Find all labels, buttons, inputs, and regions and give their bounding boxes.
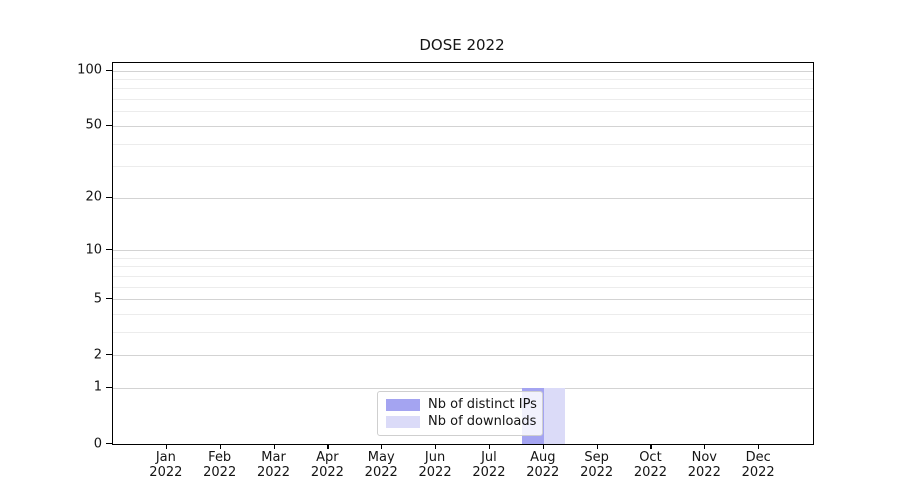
x-tick-label: Jul 2022 — [472, 450, 505, 480]
y-gridline-major — [113, 299, 813, 301]
y-gridline-major — [113, 70, 813, 72]
legend-row-distinct-ips: Nb of distinct IPs — [386, 397, 537, 413]
x-tick-year: 2022 — [526, 465, 560, 480]
y-gridline-minor — [113, 166, 813, 168]
x-axis-ticks — [112, 444, 812, 450]
x-tick-mark — [596, 444, 598, 449]
x-tick-label: Sep 2022 — [580, 450, 613, 480]
x-tick-month: Oct — [639, 450, 662, 465]
x-tick-year: 2022 — [310, 465, 344, 480]
y-axis-labels: 100 50 20 10 5 2 1 0 — [0, 62, 102, 451]
y-gridline-major — [113, 125, 813, 127]
y-axis-ticks — [106, 62, 113, 445]
x-tick-month: Aug — [530, 450, 556, 465]
y-gridline-major — [113, 355, 813, 357]
x-tick-label: Oct 2022 — [634, 450, 667, 480]
y-gridline-major — [113, 197, 813, 199]
x-tick-year: 2022 — [580, 465, 614, 480]
x-tick-mark — [165, 444, 168, 449]
x-tick-year: 2022 — [633, 465, 667, 480]
y-gridline-minor — [113, 257, 813, 259]
y-tick-label: 1 — [93, 379, 102, 395]
y-gridline-minor — [113, 88, 813, 90]
x-tick-label: Apr 2022 — [311, 450, 344, 480]
bar-nb-of-downloads-aug — [543, 387, 566, 444]
x-tick-label: Mar 2022 — [257, 450, 290, 480]
x-tick-year: 2022 — [418, 465, 452, 480]
x-tick-month: Jun — [424, 450, 446, 465]
x-tick-mark — [435, 444, 437, 449]
x-tick-year: 2022 — [472, 465, 506, 480]
x-tick-mark — [488, 444, 491, 449]
x-tick-label: Nov 2022 — [688, 450, 721, 480]
x-tick-mark — [704, 444, 706, 449]
x-tick-month: Apr — [316, 450, 339, 465]
x-tick-mark — [381, 444, 383, 449]
x-tick-mark — [327, 444, 329, 449]
x-tick-mark — [758, 444, 760, 449]
x-axis-labels: Jan 2022 Feb 2022 Mar 2022 Apr 2022 May 2022 Jun 20… — [112, 450, 812, 484]
y-tick-label: 50 — [85, 117, 102, 133]
y-gridline-minor — [113, 331, 813, 333]
x-tick-month: Feb — [208, 450, 232, 465]
x-tick-mark — [650, 444, 652, 449]
x-tick-year: 2022 — [149, 465, 183, 480]
x-tick-year: 2022 — [741, 465, 775, 480]
x-tick-year: 2022 — [256, 465, 291, 480]
x-tick-label: Feb 2022 — [203, 450, 236, 480]
x-tick-month: Jul — [481, 450, 497, 465]
y-tick-label: 2 — [93, 347, 102, 363]
x-tick-month: Mar — [261, 450, 286, 465]
y-tick-mark — [106, 69, 113, 71]
y-gridline-minor — [113, 143, 813, 145]
y-gridline-major — [113, 250, 813, 251]
x-tick-month: Jan — [155, 450, 176, 465]
legend: Nb of distinct IPs Nb of downloads — [377, 391, 543, 436]
y-gridline-minor — [113, 275, 813, 277]
y-tick-label: 10 — [85, 242, 102, 257]
y-tick-mark — [106, 249, 113, 251]
x-tick-month: Sep — [584, 450, 609, 465]
y-tick-label: 100 — [77, 62, 102, 78]
x-tick-mark — [219, 444, 221, 449]
y-tick-mark — [106, 443, 113, 445]
y-tick-mark — [106, 124, 113, 127]
x-tick-label: Aug 2022 — [526, 450, 559, 480]
y-gridline-major — [113, 387, 813, 389]
y-tick-mark — [106, 386, 113, 389]
legend-swatch-downloads — [386, 416, 420, 428]
chart-title: DOSE 2022 — [419, 36, 505, 54]
x-tick-label: Dec 2022 — [742, 450, 775, 480]
y-tick-label: 5 — [93, 291, 102, 307]
y-gridline-minor — [113, 111, 813, 113]
x-tick-label: May 2022 — [365, 450, 398, 480]
x-tick-year: 2022 — [364, 465, 398, 480]
legend-label-downloads: Nb of downloads — [428, 414, 537, 429]
y-gridline-minor — [113, 266, 813, 268]
y-tick-label: 20 — [85, 189, 102, 205]
x-tick-year: 2022 — [203, 465, 237, 480]
y-tick-label: 0 — [93, 436, 102, 451]
x-tick-mark — [273, 444, 275, 449]
x-tick-month: May — [367, 450, 395, 465]
x-tick-label: Jan 2022 — [149, 450, 182, 480]
x-tick-label: Jun 2022 — [419, 450, 452, 480]
y-tick-mark — [106, 298, 113, 300]
y-gridline-minor — [113, 99, 813, 101]
x-tick-month: Nov — [691, 450, 717, 465]
x-tick-month: Dec — [745, 450, 771, 465]
y-tick-mark — [106, 354, 113, 356]
y-gridline-minor — [113, 313, 813, 315]
x-tick-mark — [542, 444, 544, 449]
y-gridline-minor — [113, 286, 813, 288]
legend-swatch-distinct-ips — [386, 399, 420, 411]
y-tick-mark — [106, 196, 113, 198]
x-tick-year: 2022 — [687, 465, 721, 480]
legend-label-distinct-ips: Nb of distinct IPs — [428, 397, 537, 412]
legend-row-downloads: Nb of downloads — [386, 414, 536, 430]
y-gridline-minor — [113, 79, 813, 81]
plot-area — [112, 62, 814, 445]
